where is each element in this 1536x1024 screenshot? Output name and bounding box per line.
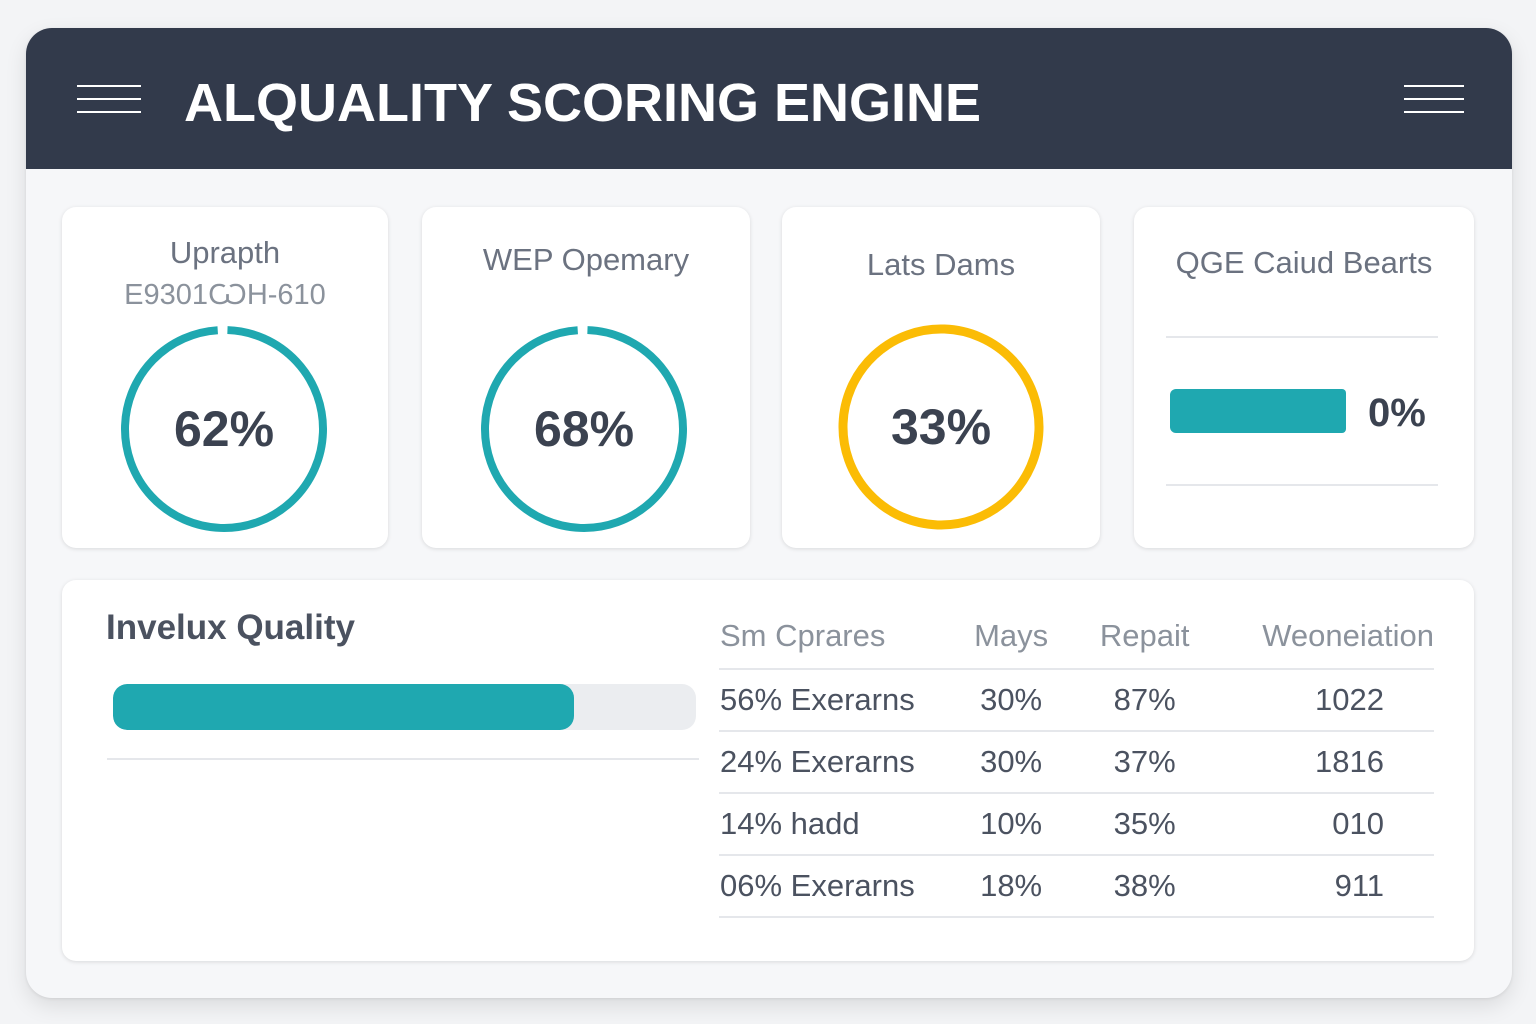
table-row[interactable]: 06% Exerarns 18% 38% 911 [719, 855, 1434, 918]
app-window: ALQUALITY SCORING ENGINE Uprapth E9301ѠH… [26, 28, 1512, 998]
score-card-1: Uprapth E9301ѠH-610 62% [62, 207, 388, 548]
column-header[interactable]: Repait [1072, 604, 1218, 670]
app-title: ALQUALITY SCORING ENGINE [184, 73, 982, 133]
card-title: Uprapth [169, 235, 281, 270]
score-bar-fill [1170, 389, 1347, 433]
gauge-ring [838, 324, 1044, 530]
table-cell: 18% [950, 855, 1073, 918]
scores-table: Sm Cprares Mays Repait Weoneiation 56% E… [719, 604, 1434, 918]
gauge-value: 68% [533, 401, 635, 457]
table-cell: 30% [950, 669, 1073, 732]
card-title: QGE Caiud Bearts [1175, 245, 1433, 280]
table-cell: 37% [1072, 731, 1218, 794]
table-cell: 010 [1217, 793, 1434, 856]
quality-progress-fill [113, 684, 574, 730]
table-cell: 10% [950, 793, 1073, 856]
column-header[interactable]: Sm Cprares [719, 604, 950, 670]
column-header[interactable]: Weoneiation [1217, 604, 1434, 670]
options-menu-icon[interactable] [1404, 85, 1464, 115]
score-gauge: 33% [837, 323, 1045, 531]
table-cell: 35% [1072, 793, 1218, 856]
app-header: ALQUALITY SCORING ENGINE [26, 28, 1512, 169]
score-gauge: 68% [480, 325, 688, 533]
table-header-row: Sm Cprares Mays Repait Weoneiation [719, 604, 1434, 670]
gauge-ring [120, 326, 327, 532]
card-title: Lats Dams [866, 247, 1016, 282]
table-cell: 38% [1072, 855, 1218, 918]
menu-icon[interactable] [77, 85, 141, 115]
score-bar [1170, 389, 1350, 433]
divider [1166, 484, 1438, 486]
table-cell: 30% [950, 731, 1073, 794]
score-card-2: WEP Opemary 68% [422, 207, 750, 548]
divider [107, 758, 699, 760]
score-gauge: 62% [120, 325, 328, 533]
table-row[interactable]: 56% Exerarns 30% 87% 1022 [719, 669, 1434, 732]
gauge-value: 33% [890, 399, 992, 455]
card-subtitle: E9301ѠH-610 [124, 279, 326, 311]
table-cell: 06% Exerarns [719, 855, 950, 918]
score-card-4: QGE Caiud Bearts 0% [1134, 207, 1474, 548]
table-cell: 911 [1217, 855, 1434, 918]
gauge-ring [481, 326, 687, 532]
table-cell: 56% Exerarns [719, 669, 950, 732]
table-cell: 14% hadd [719, 793, 950, 856]
table-cell: 1816 [1217, 731, 1434, 794]
gauge-value: 62% [173, 401, 275, 457]
score-bar-value: 0% [1368, 391, 1426, 435]
table-cell: 87% [1072, 669, 1218, 732]
score-card-3: Lats Dams 33% [782, 207, 1100, 548]
quality-progress-bar [113, 684, 696, 730]
column-header[interactable]: Mays [950, 604, 1073, 670]
table-cell: 24% Exerarns [719, 731, 950, 794]
divider [1166, 336, 1438, 338]
card-title: WEP Opemary [482, 242, 690, 277]
quality-panel: Invelux Quality Sm Cprares Mays Repait W… [62, 580, 1474, 961]
table-row[interactable]: 14% hadd 10% 35% 010 [719, 793, 1434, 856]
table-cell: 1022 [1217, 669, 1434, 732]
table-row[interactable]: 24% Exerarns 30% 37% 1816 [719, 731, 1434, 794]
panel-title: Invelux Quality [106, 608, 355, 647]
